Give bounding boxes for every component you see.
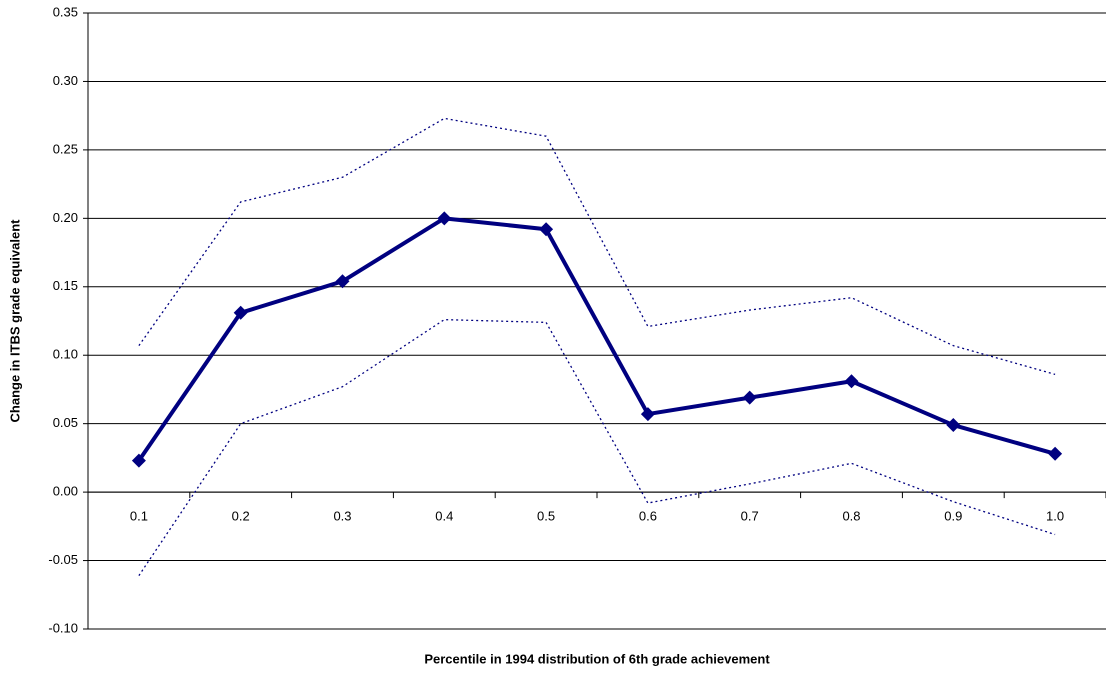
marker [233,305,248,320]
y-axis-title: Change in ITBS grade equivalent [7,219,22,423]
y-tick-label: -0.05 [48,552,78,567]
x-axis-title: Percentile in 1994 distribution of 6th g… [424,651,770,666]
x-tick-label: 0.2 [232,509,250,524]
series-line [137,216,1056,462]
marker [946,418,961,433]
x-tick-label: 0.7 [741,509,759,524]
y-tick-label: 0.10 [53,347,78,362]
marker [742,390,757,405]
x-tick-label: 0.8 [842,509,860,524]
y-tick-label: 0.35 [53,4,78,19]
series-line [138,318,1056,576]
marker [335,274,350,289]
y-tick-label: 0.05 [53,415,78,430]
y-tick-label: 0.15 [53,278,78,293]
x-tick-label: 0.6 [639,509,657,524]
x-tick-label: 0.1 [130,509,148,524]
marker [640,407,655,422]
marker [437,211,452,226]
marker [539,222,554,237]
x-tick-label: 0.5 [537,509,555,524]
y-tick-label: 0.25 [53,141,78,156]
x-tick-label: 1.0 [1046,509,1064,524]
x-tick-label: 0.4 [435,509,453,524]
y-tick-label: 0.00 [53,484,78,499]
y-tick-label: 0.20 [53,210,78,225]
marker [131,453,146,468]
marker [844,374,859,389]
y-tick-label: -0.10 [48,620,78,635]
x-tick-label: 0.3 [333,509,351,524]
marker [1048,446,1063,461]
y-tick-label: 0.30 [53,73,78,88]
series-line [138,117,1056,376]
x-tick-label: 0.9 [944,509,962,524]
